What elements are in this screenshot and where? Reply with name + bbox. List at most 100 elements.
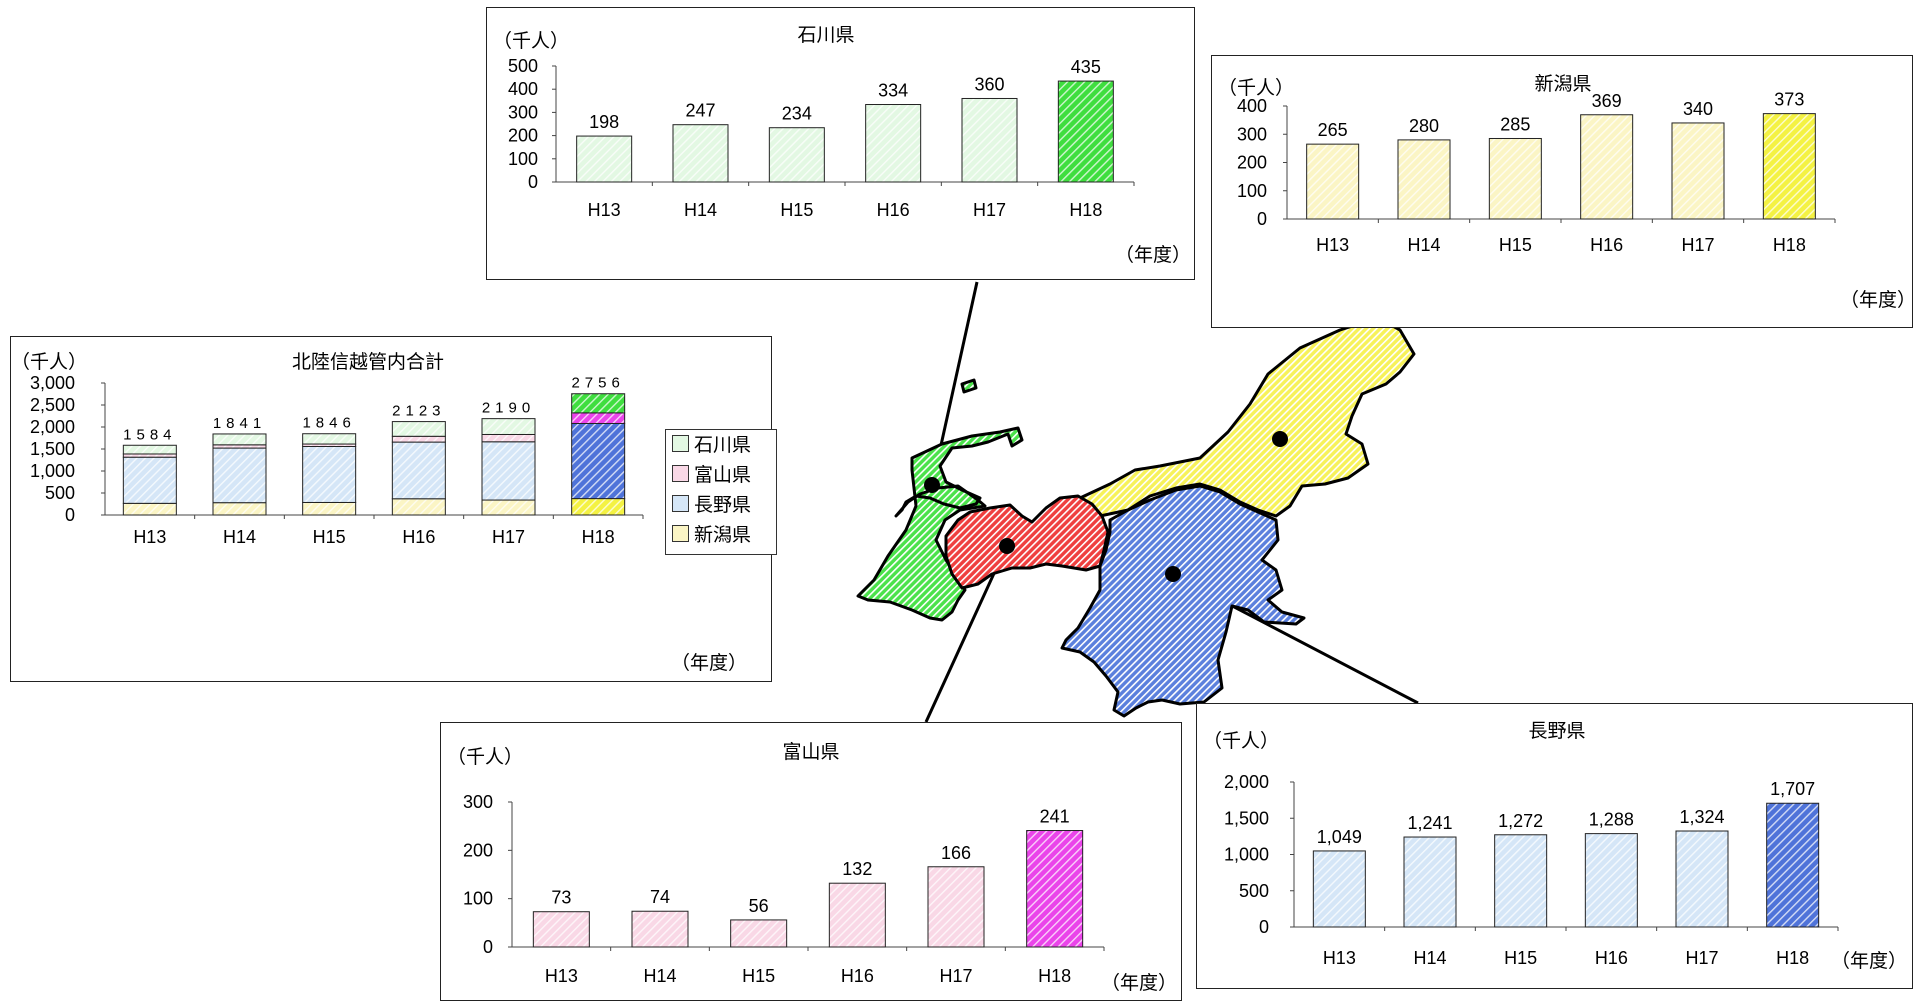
x-tick-label: H16 (402, 527, 435, 547)
chart-panel-toyama: 0 100 200 300 H13 H14 H15 H16 H17 H18 73 74 56 132 166… (440, 722, 1182, 1001)
stacked-bar-segment (122, 456, 177, 504)
x-tick-label: H13 (133, 527, 166, 547)
year-label: （年度） (1831, 951, 1908, 972)
legend-label: 富山県 (694, 465, 752, 486)
x-tick-label: H16 (1595, 948, 1628, 968)
data-label: 166 (941, 843, 971, 863)
bar (532, 911, 590, 948)
y-tick-label: 1,500 (30, 439, 75, 459)
bar (1675, 830, 1729, 928)
data-label: 435 (1071, 57, 1101, 77)
stacked-bar-segment (481, 441, 536, 501)
data-label: 1,288 (1589, 810, 1634, 830)
y-tick-label: 2,000 (30, 417, 75, 437)
y-tick-label: 2,000 (1224, 772, 1269, 792)
legend-swatch (672, 465, 689, 482)
chart-panel-ishikawa: 0 100 200 300 400 500 H13 H14 H15 H16 H17 H18 198 247… (486, 7, 1195, 280)
unit-label: （千人） (1218, 78, 1295, 99)
x-tick-label: H18 (1776, 948, 1809, 968)
x-tick-label: H17 (1685, 948, 1718, 968)
total-label: 1584 (123, 426, 176, 443)
data-label: 340 (1683, 99, 1713, 119)
data-label: 360 (974, 74, 1004, 94)
x-tick-label: H18 (1069, 200, 1102, 220)
bar (927, 866, 985, 948)
x-tick-label: H17 (973, 200, 1006, 220)
legend-item-toyama: 富山県 (672, 463, 751, 489)
y-tick-label: 500 (508, 56, 538, 76)
map-marker-ishikawa (924, 477, 940, 493)
bar (961, 97, 1018, 183)
stacked-bar-segment (571, 498, 626, 516)
stacked-bar-segment (122, 444, 177, 455)
y-tick-label: 2,500 (30, 395, 75, 415)
x-tick-label: H13 (1323, 948, 1356, 968)
chart-title-ishikawa: 石川県 (797, 25, 855, 46)
map-marker-toyama (999, 538, 1015, 554)
bar (1057, 80, 1114, 183)
stacked-bar-segment (122, 502, 177, 516)
chart-niigata-svg: 0 100 200 300 400 H13 H14 H15 H16 H17 H18 265 280 285… (1237, 90, 1836, 255)
stacked-bar-segment (571, 422, 626, 500)
data-label: 1,324 (1679, 807, 1724, 827)
stacked-bar-segment (212, 433, 267, 446)
chart-panel-total: 0 500 1,000 1,500 2,000 2,500 3,000 H13 H14 H15 H1… (10, 336, 777, 682)
y-tick-label: 300 (463, 792, 493, 812)
chart-ishikawa-svg: 0 100 200 300 400 500 H13 H14 H15 H16 H17 H18 198 247… (508, 56, 1135, 220)
data-label: 132 (842, 859, 872, 879)
x-tick-label: H18 (1038, 966, 1071, 986)
bar (1671, 122, 1725, 220)
year-label: （年度） (1840, 290, 1917, 311)
x-tick-label: H15 (780, 200, 813, 220)
total-label: 2123 (392, 403, 445, 420)
stacked-bar-segment (481, 418, 536, 435)
total-label: 1841 (213, 415, 266, 432)
bar (1397, 139, 1451, 220)
data-label: 241 (1040, 807, 1070, 827)
legend-swatch (672, 495, 689, 512)
bar (865, 104, 922, 183)
stacked-bar-segment (391, 421, 446, 437)
map-nagano (1060, 484, 1306, 718)
x-tick-label: H15 (1499, 235, 1532, 255)
chart-panel-nagano: 0 500 1,000 1,500 2,000 H13 H14 H15 H16 H17 H18 1,0… (1196, 703, 1913, 989)
data-label: 280 (1409, 116, 1439, 136)
chart-title-toyama: 富山県 (782, 742, 840, 763)
x-tick-label: H16 (841, 966, 874, 986)
x-tick-label: H17 (1681, 235, 1714, 255)
legend-label: 新潟県 (694, 525, 752, 546)
x-tick-label: H17 (492, 527, 525, 547)
bar (576, 135, 633, 183)
legend-label: 石川県 (694, 435, 752, 456)
year-label: （年度） (671, 653, 748, 674)
x-tick-label: H15 (742, 966, 775, 986)
y-tick-label: 0 (483, 937, 493, 957)
bar (631, 910, 689, 948)
stacked-bar-segment (302, 433, 357, 445)
stacked-bar-segment (302, 501, 357, 516)
stacked-bar-segment (481, 433, 536, 443)
data-label: 1,049 (1317, 827, 1362, 847)
data-label: 73 (551, 888, 571, 908)
y-tick-label: 3,000 (30, 373, 75, 393)
x-tick-label: H17 (939, 966, 972, 986)
total-label: 2756 (571, 375, 624, 392)
y-tick-label: 300 (508, 102, 538, 122)
legend-item-niigata: 新潟県 (672, 523, 751, 549)
stacked-bar-segment (571, 393, 626, 414)
x-tick-label: H18 (582, 527, 615, 547)
chart-nagano-svg: 0 500 1,000 1,500 2,000 H13 H14 H15 H16 H17 H18 1,0… (1224, 772, 1839, 968)
y-tick-label: 0 (65, 505, 75, 525)
map-marker-nagano (1165, 566, 1181, 582)
x-tick-label: H13 (545, 966, 578, 986)
data-label: 1,241 (1407, 813, 1452, 833)
bar (1580, 114, 1634, 220)
bar (1306, 143, 1360, 220)
y-tick-label: 400 (1237, 96, 1267, 116)
bar (1762, 113, 1816, 220)
data-label: 1,707 (1770, 779, 1815, 799)
bar (1403, 836, 1457, 928)
total-label: 2190 (482, 400, 535, 417)
